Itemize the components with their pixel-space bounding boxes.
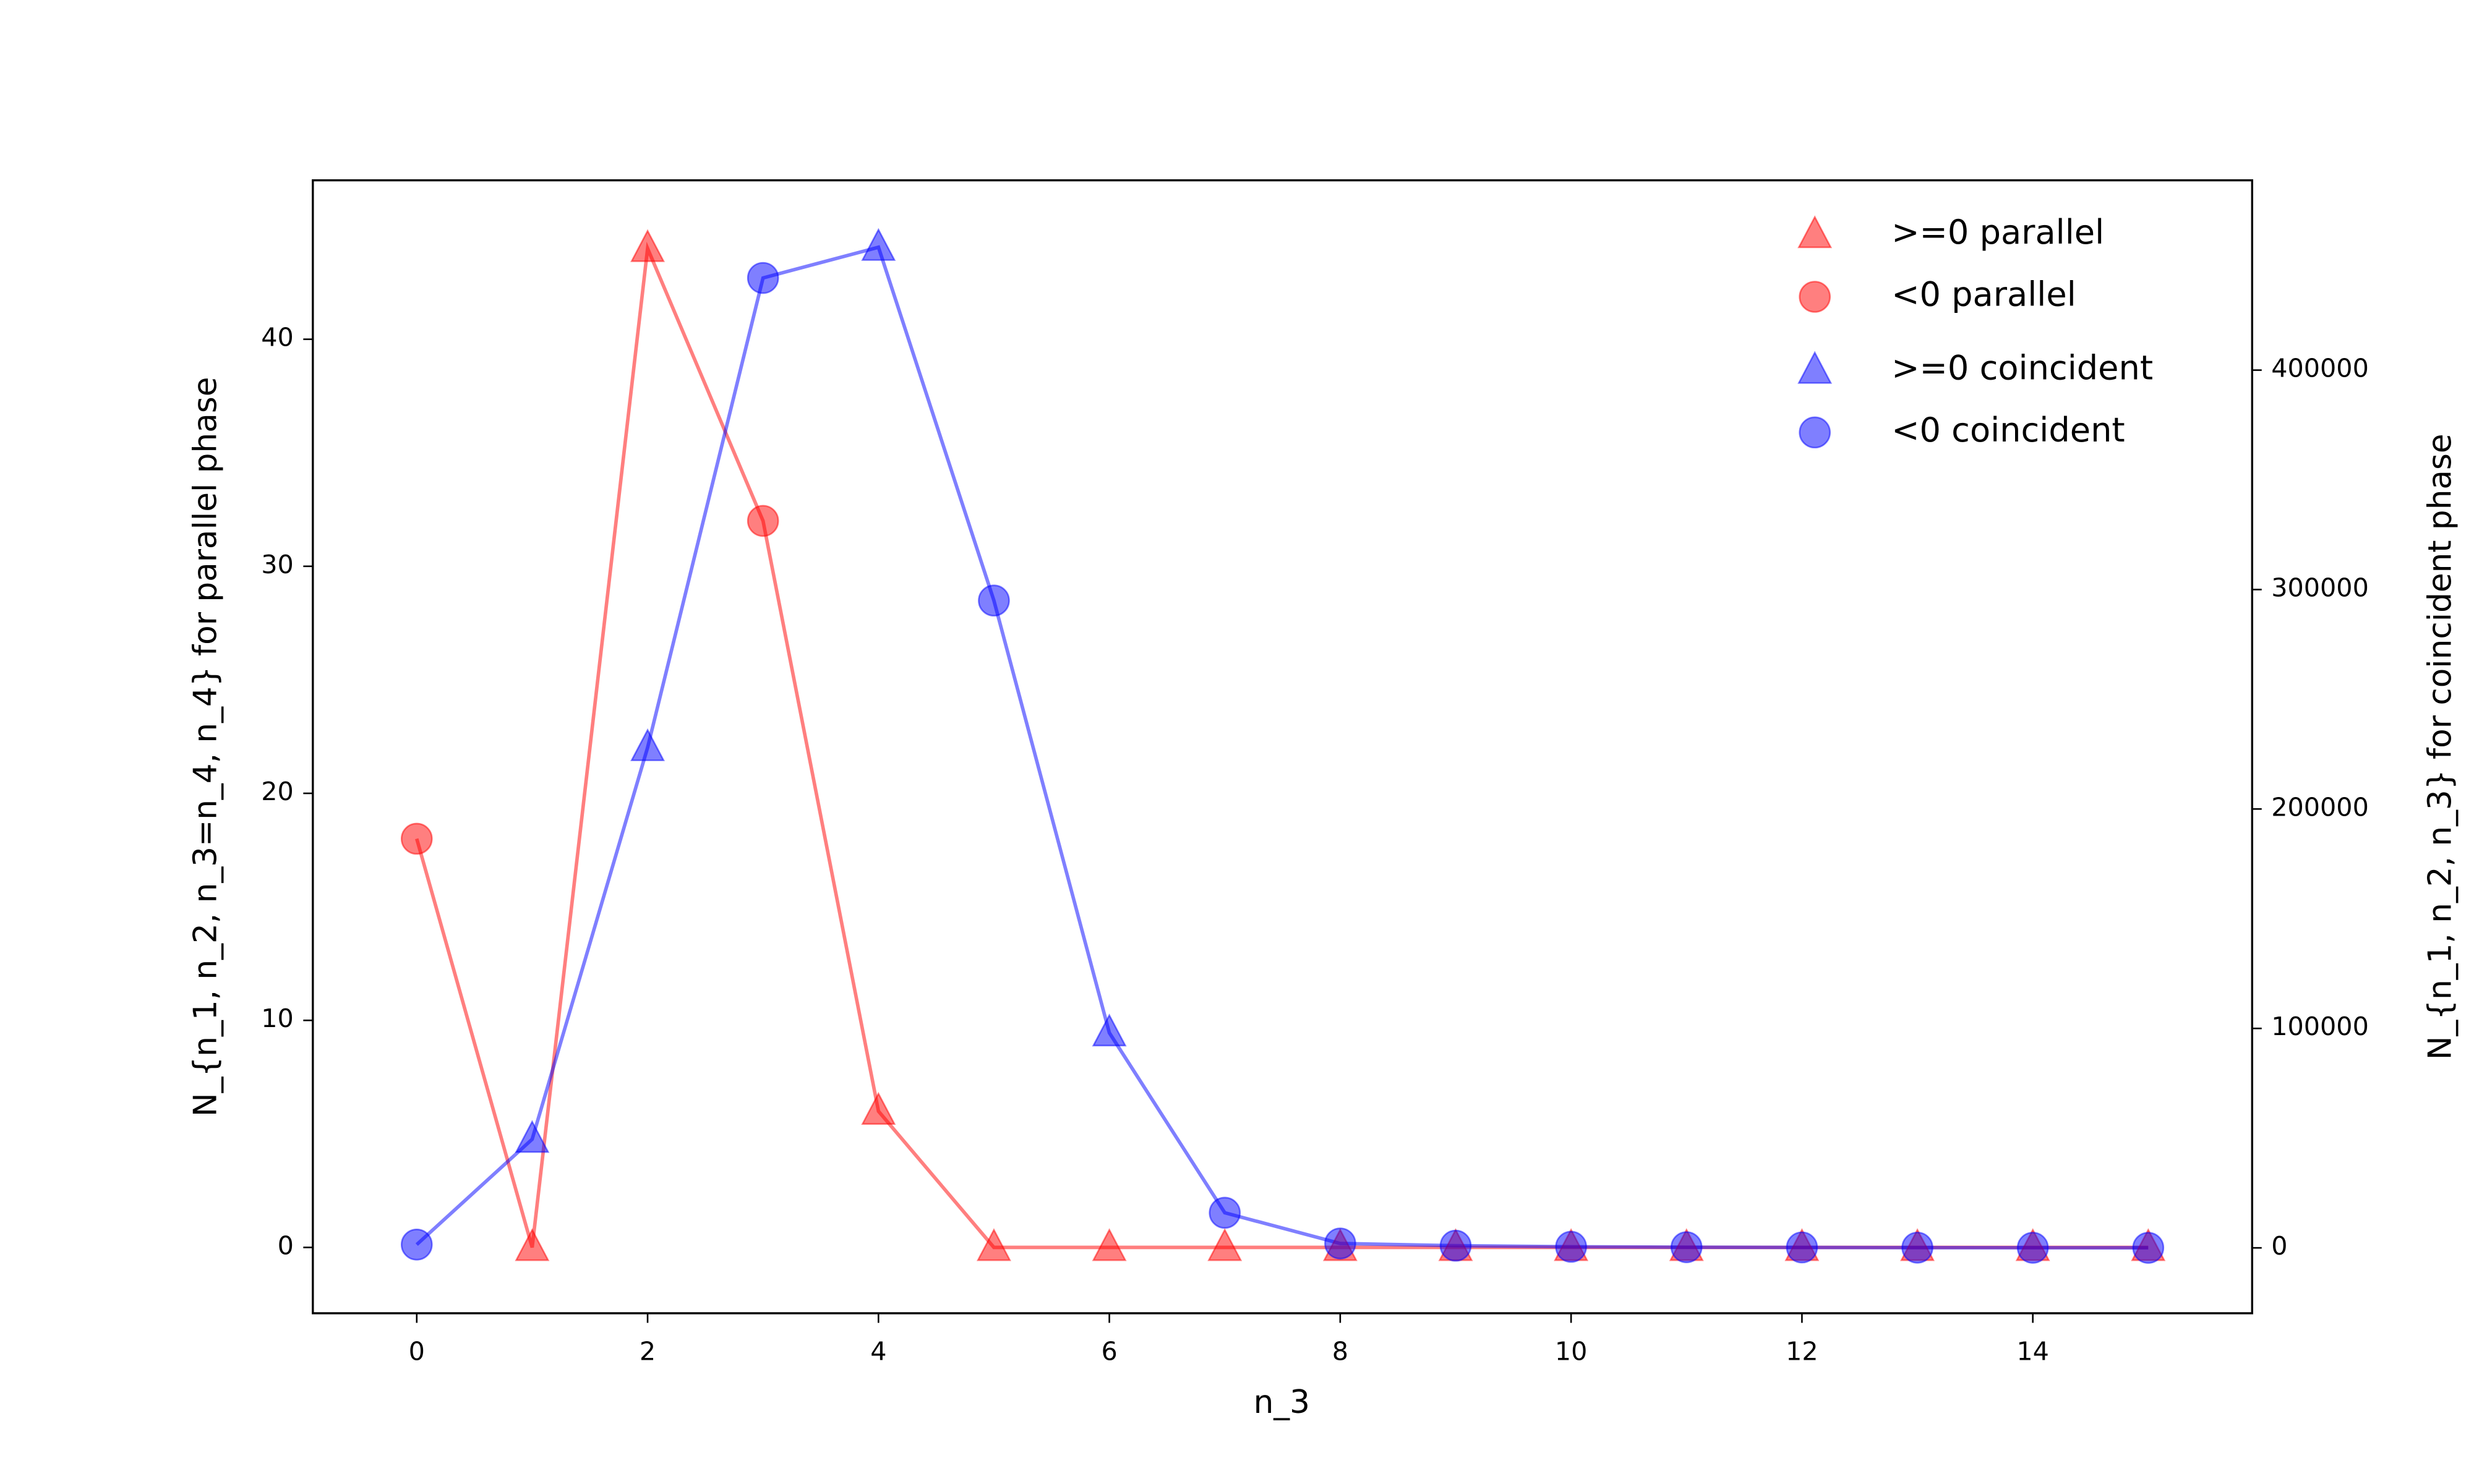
point [977,1228,1011,1261]
point [1901,1231,1933,1264]
x-tick-label: 4 [870,1336,886,1366]
point [515,1120,550,1153]
legend-marker [1797,351,1833,384]
point [1555,1230,1587,1263]
x-tick-label: 6 [1101,1336,1117,1366]
x-tick-label: 12 [1786,1336,1818,1366]
y2-tick-label: 0 [2271,1231,2287,1261]
point [1439,1229,1472,1262]
legend-label: <0 parallel [1891,275,2076,314]
legend-marker [1799,416,1831,449]
series-line [415,245,2149,1250]
point [1092,1228,1127,1261]
y2-tick-label: 100000 [2271,1012,2369,1041]
x-axis-label: n_3 [1254,1384,1310,1421]
legend-label: >=0 parallel [1891,213,2104,252]
point [1786,1231,1818,1264]
y2-axis-label: N_{n_1, n_2, n_3} for coincident phase [2421,433,2459,1060]
y-tick-label: 30 [261,550,294,579]
x-tick-label: 2 [640,1336,656,1366]
y2-tick-label: 300000 [2271,573,2369,602]
point [978,584,1010,617]
point [747,262,779,294]
point [1207,1228,1243,1261]
x-tick-label: 14 [2016,1336,2049,1366]
x-tick-label: 10 [1555,1336,1588,1366]
point [2132,1232,2165,1264]
y2-tick-label: 400000 [2271,354,2369,383]
y-axis-label: N_{n_1, n_2, n_3=n_4, n_4} for parallel … [187,377,224,1117]
point [630,728,665,761]
y-tick-label: 40 [261,323,294,352]
y-tick-label: 10 [261,1004,294,1033]
y2-tick-label: 200000 [2271,792,2369,822]
point [515,1228,550,1261]
y-tick-label: 20 [261,777,294,806]
point [2016,1232,2049,1264]
point [630,229,665,262]
legend-marker [1797,215,1833,249]
point [400,822,433,855]
legend-label: >=0 coincident [1891,348,2153,387]
point [861,228,896,261]
point [1670,1231,1703,1263]
legend-label: <0 coincident [1891,411,2125,450]
point [400,1228,433,1261]
x-tick-label: 0 [409,1336,425,1366]
point [861,1091,896,1125]
point [1324,1227,1356,1260]
legend-marker [1799,281,1831,313]
point [747,505,779,537]
point [1092,1013,1127,1047]
plot-frame [312,179,2253,1315]
x-tick-label: 8 [1332,1336,1348,1366]
y-tick-label: 0 [278,1230,294,1260]
point [1209,1196,1241,1229]
